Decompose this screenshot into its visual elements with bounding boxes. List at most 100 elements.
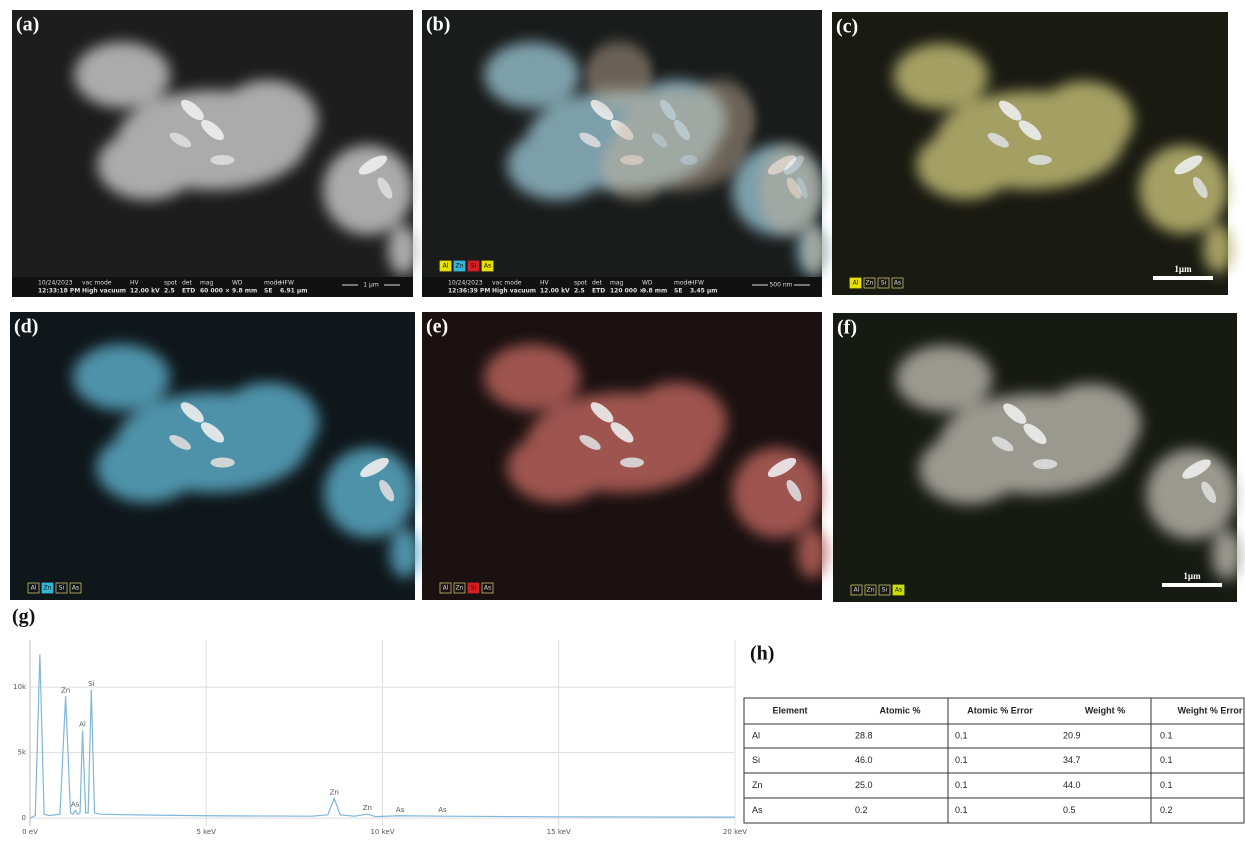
info-value: 12:33:18 PM — [38, 288, 80, 295]
info-key: HV — [540, 280, 550, 287]
info-value: 120 000 × — [610, 288, 644, 295]
scale-label: 1µm — [1174, 264, 1192, 274]
info-key: mode — [674, 280, 691, 287]
info-value: 3.45 µm — [690, 288, 718, 295]
element-tag-text: As — [484, 585, 491, 592]
scale-label: 1µm — [1183, 571, 1201, 581]
element-tag-text: As — [72, 585, 79, 592]
info-scale: 500 nm — [769, 282, 792, 289]
info-value: 12.00 kV — [540, 288, 570, 295]
peak-label: As — [396, 806, 405, 814]
table-cell: 0.1 — [955, 730, 968, 740]
element-tag-text: Si — [59, 585, 65, 592]
info-key: det — [182, 280, 193, 287]
table-cell: Zn — [752, 780, 763, 790]
info-value: 60 000 × — [200, 288, 230, 295]
table-cell: 28.8 — [855, 730, 873, 740]
table-cell: 0.1 — [955, 805, 968, 815]
panel-label: (d) — [14, 316, 38, 338]
element-tag-text: Zn — [456, 263, 464, 270]
info-value: High vacuum — [492, 288, 536, 295]
element-tag-text: Zn — [866, 280, 874, 287]
info-value: 12:36:39 PM — [448, 288, 490, 295]
element-tag-text: As — [894, 280, 901, 287]
info-key: HFW — [690, 280, 704, 287]
table-cell: 20.9 — [1063, 730, 1081, 740]
panel-label: (c) — [836, 16, 858, 38]
x-tick-label: 0 eV — [22, 828, 38, 836]
element-tag-text: Si — [881, 280, 887, 287]
info-value: 2.5 — [574, 288, 585, 295]
info-value: 12.00 kV — [130, 288, 160, 295]
table-cell: 0.5 — [1063, 805, 1076, 815]
info-value: SE — [264, 288, 272, 295]
info-key: mag — [610, 280, 624, 287]
info-key: spot — [164, 280, 178, 287]
info-key: mag — [200, 280, 214, 287]
element-tag-text: Zn — [456, 585, 464, 592]
table-cell: 34.7 — [1063, 755, 1081, 765]
info-key: HV — [130, 280, 140, 287]
info-key: vac mode — [492, 280, 522, 287]
table-cell: Al — [752, 730, 760, 740]
x-tick-label: 10 keV — [370, 828, 394, 836]
sem-panel: (f) Al Zn Si As 1µm — [833, 313, 1242, 602]
table-cell: 0.1 — [955, 780, 968, 790]
peak-label: Si — [88, 680, 94, 688]
peak-label: Zn — [330, 788, 339, 796]
info-value: SE — [674, 288, 682, 295]
element-tag-text: As — [484, 263, 491, 270]
peak-label: As — [438, 806, 447, 814]
info-key: 10/24/2023 — [448, 280, 483, 287]
table-cell: 0.2 — [1160, 805, 1173, 815]
x-tick-label: 5 keV — [196, 828, 216, 836]
table-header: Element — [772, 705, 807, 715]
sem-panel: (d)AlZnSiAs — [10, 312, 420, 600]
table-cell: 0.1 — [1160, 730, 1173, 740]
info-value: 9.8 mm — [642, 288, 667, 295]
element-tag-text: Si — [882, 587, 888, 594]
panel-label: (a) — [16, 14, 39, 36]
info-key: WD — [232, 280, 243, 287]
table-cell: 46.0 — [855, 755, 873, 765]
element-tag-text: Al — [854, 587, 860, 594]
table-cell: 0.1 — [1160, 755, 1173, 765]
table-header: Weight % Error — [1178, 705, 1243, 715]
peak-label: Zn — [363, 804, 372, 812]
table-cell: 0.1 — [1160, 780, 1173, 790]
element-tag-text: Al — [31, 585, 37, 592]
scale-bar — [1153, 276, 1213, 280]
info-value: High vacuum — [82, 288, 126, 295]
element-tag-text: As — [895, 587, 902, 594]
element-tag-text: Al — [853, 280, 859, 287]
figure: (a)10/24/202312:33:18 PMvac modeHigh vac… — [0, 0, 1245, 837]
y-tick-label: 5k — [17, 749, 26, 757]
info-key: WD — [642, 280, 653, 287]
x-tick-label: 20 keV — [723, 828, 747, 836]
table-header: Atomic % — [879, 705, 920, 715]
info-key: vac mode — [82, 280, 112, 287]
element-tag-text: Si — [471, 263, 477, 270]
table-header: Weight % — [1085, 705, 1125, 715]
y-tick-label: 10k — [13, 683, 27, 691]
panel-label: (f) — [837, 317, 857, 339]
table-cell: As — [752, 805, 763, 815]
info-value: 2.5 — [164, 288, 175, 295]
info-value: 9.8 mm — [232, 288, 257, 295]
info-key: det — [592, 280, 603, 287]
info-key: HFW — [280, 280, 294, 287]
sem-panel: (c) Al Zn Si As 1µm — [832, 12, 1233, 295]
peak-label: Al — [79, 720, 86, 728]
info-key: spot — [574, 280, 588, 287]
peak-label: Zn — [61, 686, 70, 694]
x-tick-label: 15 keV — [547, 828, 571, 836]
info-value: 6.91 µm — [280, 288, 308, 295]
element-tag-text: Zn — [867, 587, 875, 594]
peak-label: As — [71, 800, 80, 808]
spectrum-label: (g) — [12, 606, 35, 628]
panel-label: (e) — [426, 316, 448, 338]
table-label: (h) — [750, 643, 774, 665]
element-tag-text: Si — [471, 585, 477, 592]
